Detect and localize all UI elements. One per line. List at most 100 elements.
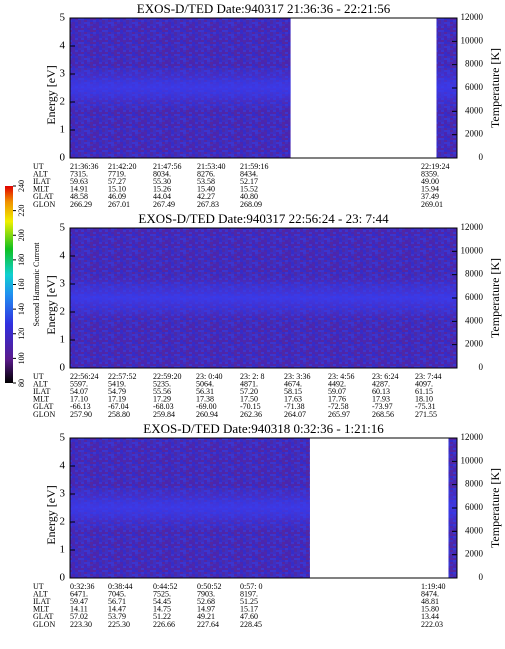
- ephemeris-value: 40.80: [240, 192, 258, 201]
- ephemeris-value: 5235.: [153, 379, 171, 388]
- y-tick-label: 1: [60, 124, 66, 136]
- ephemeris-value: 51.22: [153, 612, 171, 621]
- ephemeris-label: ALT: [33, 379, 48, 388]
- y2-tick-label: 8000: [465, 269, 484, 279]
- ephemeris-value: 8034.: [153, 169, 171, 178]
- ephemeris-value: 23: 0:40: [196, 372, 222, 381]
- y2-tick-label: 6000: [465, 502, 484, 512]
- ephemeris-value: 259.84: [153, 410, 175, 419]
- ephemeris-value: 61.15: [415, 387, 433, 396]
- ephemeris-value: -75.31: [415, 402, 436, 411]
- ephemeris-value: 21:36:36: [70, 162, 98, 171]
- colorbar-tick-label: 160: [17, 279, 26, 291]
- ephemeris-value: 4674.: [284, 379, 302, 388]
- ephemeris-value: 269.01: [421, 200, 443, 209]
- ephemeris-value: 227.64: [197, 620, 219, 629]
- ephemeris-label: MLT: [33, 395, 49, 404]
- y-axis-label: Energy [eV]: [44, 485, 58, 544]
- ephemeris-value: 267.83: [197, 200, 219, 209]
- y2-tick-label: 10000: [461, 455, 484, 465]
- ephemeris-value: 23: 7:44: [415, 372, 441, 381]
- ephemeris-label: GLAT: [33, 402, 54, 411]
- y-tick-label: 3: [60, 68, 66, 80]
- spectrogram-band: [70, 65, 291, 111]
- ephemeris-value: 17.93: [372, 395, 390, 404]
- ephemeris-value: 15.26: [153, 185, 171, 194]
- colorbar-tick-label: 240: [17, 180, 26, 192]
- ephemeris-value: 15.17: [240, 605, 258, 614]
- ephemeris-value: 5419.: [108, 379, 126, 388]
- ephemeris-value: 15.94: [421, 185, 439, 194]
- panel-title: EXOS-D/TED Date:940317 22:56:24 - 23: 7:…: [138, 211, 389, 226]
- y-tick-label: 4: [60, 250, 66, 262]
- ephemeris-value: 15.80: [421, 605, 439, 614]
- ephemeris-value: 22:57:52: [108, 372, 136, 381]
- y2-tick-label: 0: [479, 362, 484, 372]
- colorbar-tick-label: 100: [17, 352, 26, 364]
- ephemeris-value: 51.25: [240, 597, 258, 606]
- y-tick-label: 1: [60, 544, 66, 556]
- y-tick-label: 0: [60, 362, 66, 374]
- ephemeris-value: 223.30: [70, 620, 92, 629]
- y-tick-label: 2: [60, 96, 66, 108]
- ephemeris-value: 17.50: [240, 395, 258, 404]
- ephemeris-value: 7315.: [70, 169, 88, 178]
- ephemeris-value: 5064.: [196, 379, 214, 388]
- ephemeris-value: 17.38: [196, 395, 214, 404]
- y-tick-label: 4: [60, 40, 66, 52]
- y2-tick-label: 2000: [465, 549, 484, 559]
- ephemeris-value: 226.66: [153, 620, 175, 629]
- ephemeris-value: 267.01: [108, 200, 130, 209]
- y-tick-label: 5: [60, 432, 66, 444]
- ephemeris-value: 15.52: [240, 185, 258, 194]
- ephemeris-value: 59.07: [328, 387, 346, 396]
- ephemeris-value: 17.19: [108, 395, 126, 404]
- y2-tick-label: 10000: [461, 245, 484, 255]
- ephemeris-value: 8474.: [421, 589, 439, 598]
- ephemeris-value: -69.00: [196, 402, 217, 411]
- y2-tick-label: 12000: [461, 432, 484, 442]
- ephemeris-value: 37.49: [421, 192, 439, 201]
- ephemeris-label: UT: [33, 582, 44, 591]
- ephemeris-value: -68.03: [153, 402, 174, 411]
- ephemeris-value: 13.44: [421, 612, 439, 621]
- y2-tick-label: 6000: [465, 82, 484, 92]
- ephemeris-value: 57.02: [70, 612, 88, 621]
- ephemeris-label: ILAT: [33, 597, 50, 606]
- y-tick-label: 5: [60, 12, 66, 24]
- y-tick-label: 2: [60, 516, 66, 528]
- ephemeris-value: 15.40: [197, 185, 215, 194]
- y-tick-label: 0: [60, 152, 66, 164]
- spectrogram-band: [70, 275, 457, 321]
- y-tick-label: 5: [60, 222, 66, 234]
- ephemeris-label: ALT: [33, 589, 48, 598]
- ephemeris-value: -73.97: [372, 402, 393, 411]
- ephemeris-value: 15.10: [108, 185, 126, 194]
- ephemeris-value: 49.00: [421, 177, 439, 186]
- ephemeris-label: ILAT: [33, 387, 50, 396]
- ephemeris-value: 42.27: [197, 192, 215, 201]
- ephemeris-value: 1:19:40: [421, 582, 445, 591]
- y2-tick-label: 0: [479, 152, 484, 162]
- ephemeris-value: 56.71: [108, 597, 126, 606]
- ephemeris-value: 271.55: [415, 410, 437, 419]
- ephemeris-value: 22:19:24: [421, 162, 449, 171]
- ephemeris-value: 58.15: [284, 387, 302, 396]
- ephemeris-value: 8434.: [240, 169, 258, 178]
- panel-title: EXOS-D/TED Date:940317 21:36:36 - 22:21:…: [137, 1, 391, 16]
- ephemeris-value: 268.09: [240, 200, 262, 209]
- ephemeris-value: 57.20: [240, 387, 258, 396]
- y-tick-label: 0: [60, 572, 66, 584]
- ephemeris-value: 7719.: [108, 169, 126, 178]
- ephemeris-value: 21:59:16: [240, 162, 268, 171]
- ephemeris-value: 257.90: [70, 410, 92, 419]
- y2-axis-label: Temperature [K]: [488, 468, 502, 548]
- ephemeris-value: 14.11: [70, 605, 88, 614]
- ephemeris-value: 44.04: [153, 192, 171, 201]
- y-tick-label: 2: [60, 306, 66, 318]
- ephemeris-value: 4871.: [240, 379, 258, 388]
- colorbar-tick-label: 200: [17, 229, 26, 241]
- colorbar-tick-label: 220: [17, 205, 26, 217]
- ephemeris-value: 60.13: [372, 387, 390, 396]
